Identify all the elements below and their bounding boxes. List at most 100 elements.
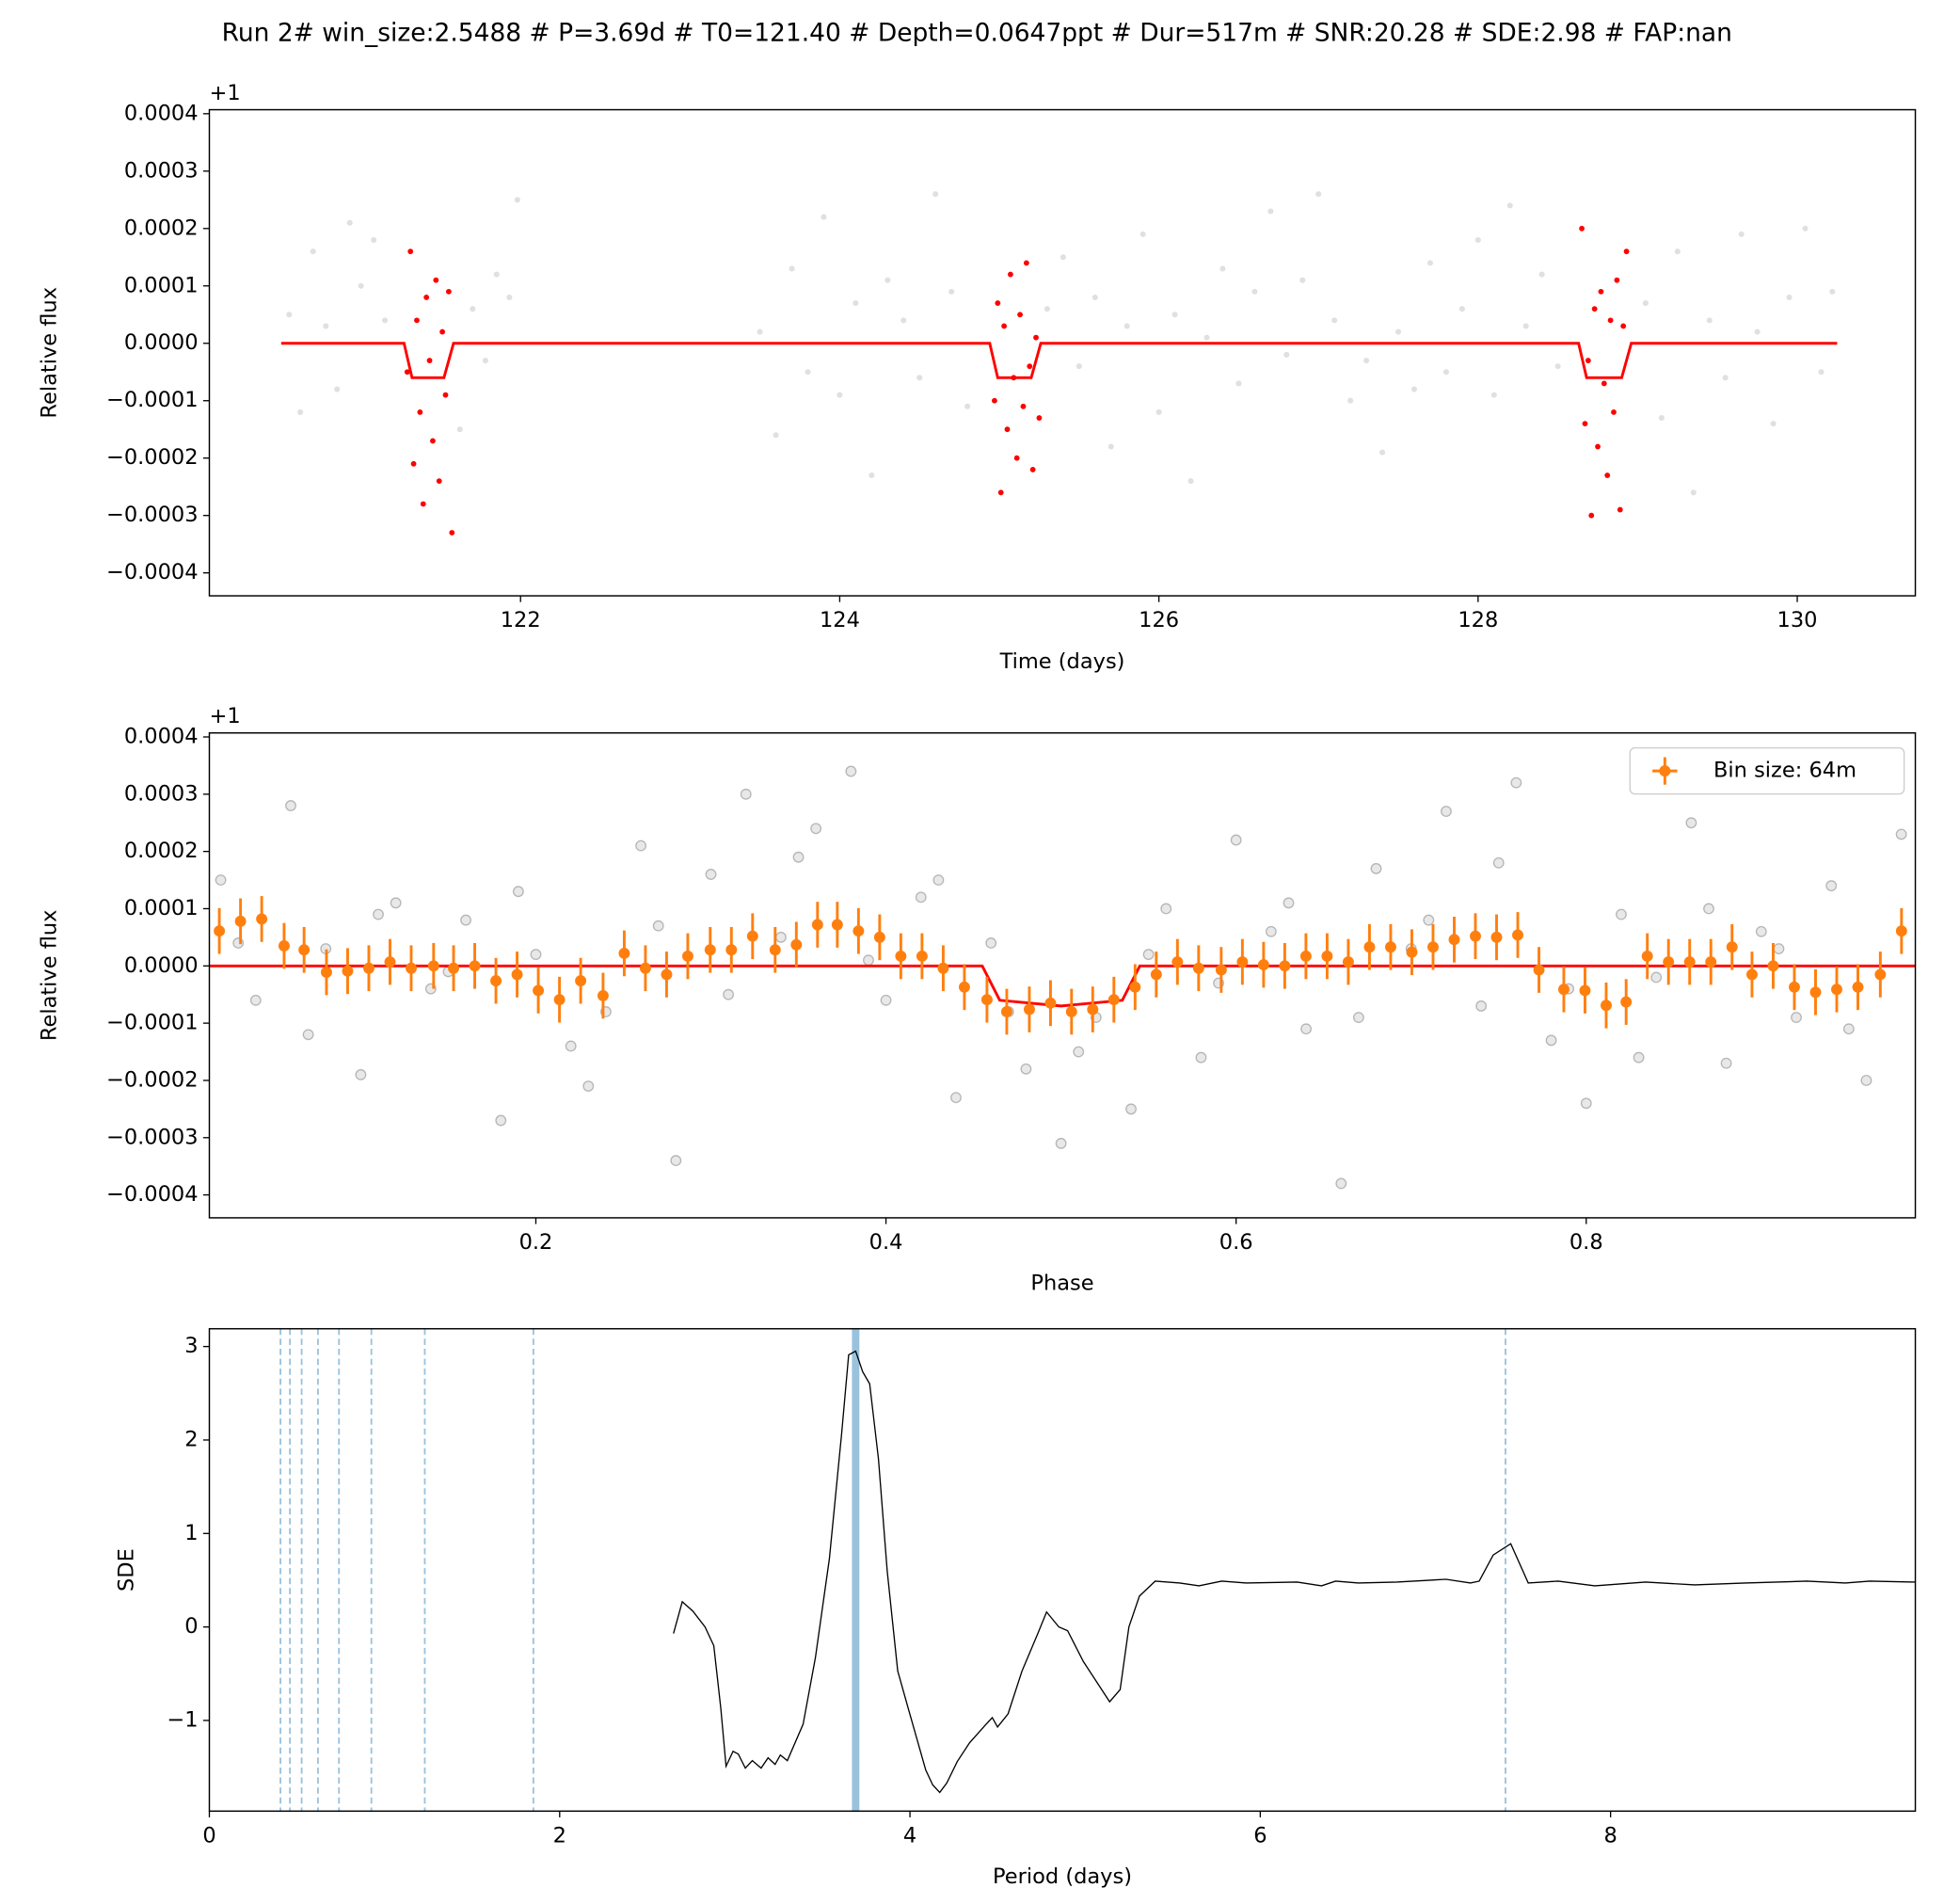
data-point: [565, 1040, 577, 1052]
data-point: [1125, 1103, 1137, 1115]
data-point: [1055, 1137, 1067, 1149]
y-tick-label: 0.0000: [124, 953, 199, 978]
data-point: [1474, 236, 1481, 244]
binned-point: [1601, 1000, 1612, 1012]
data-point: [1195, 1051, 1207, 1064]
model-line: [280, 342, 1838, 379]
legend: Bin size: 64m: [1629, 746, 1905, 795]
data-point: [915, 891, 927, 904]
data-point: [1607, 317, 1614, 324]
binned-point: [639, 962, 651, 974]
binned-point: [1023, 1003, 1035, 1016]
data-point: [470, 306, 476, 312]
data-point: [1754, 328, 1761, 335]
binned-point: [746, 930, 758, 942]
data-point: [420, 501, 426, 507]
data-point: [1490, 392, 1497, 398]
data-point: [1510, 776, 1522, 789]
legend-box: [1629, 746, 1905, 795]
data-point: [346, 219, 353, 226]
data-point: [863, 954, 874, 967]
binned-point: [1427, 941, 1439, 953]
data-point: [670, 1155, 682, 1167]
data-point: [1791, 1012, 1802, 1023]
binned-point: [1279, 960, 1291, 972]
data-point: [1611, 409, 1617, 415]
y-tick-label: −0.0001: [106, 1011, 199, 1035]
binned-point: [1831, 984, 1842, 996]
data-point: [1588, 512, 1595, 519]
data-point: [1283, 351, 1290, 358]
binned-point: [916, 950, 928, 962]
data-point: [1029, 466, 1036, 472]
y-tick-label: −1: [167, 1707, 198, 1732]
data-point: [390, 897, 402, 909]
data-point: [1829, 288, 1836, 295]
y-tick-label: −0.0002: [106, 445, 199, 470]
x-tick-label: 130: [1777, 608, 1818, 632]
data-point: [302, 1029, 314, 1041]
y-tick-label: 0.0002: [124, 216, 199, 240]
data-point: [1720, 1057, 1732, 1069]
data-point: [985, 937, 997, 949]
binned-point: [1150, 968, 1162, 981]
y-tick-label: −0.0004: [106, 560, 199, 584]
data-point: [1545, 1034, 1557, 1047]
data-point: [1685, 817, 1697, 829]
data-point: [460, 914, 472, 926]
binned-point: [597, 989, 609, 1001]
data-point: [1722, 375, 1729, 381]
binned-point: [1745, 968, 1758, 981]
data-point: [1352, 1012, 1364, 1023]
binned-point: [490, 975, 502, 987]
y-tick-label: −0.0001: [106, 388, 199, 412]
x-tick-label: 0.6: [1219, 1230, 1253, 1255]
data-point: [1554, 363, 1561, 370]
binned-point: [1215, 964, 1227, 976]
binned-point: [1789, 981, 1800, 993]
data-point: [1738, 231, 1745, 237]
binned-point: [1579, 984, 1591, 997]
x-tick-label: 128: [1458, 608, 1498, 632]
data-point: [1187, 478, 1194, 485]
data-point: [1007, 271, 1013, 278]
data-point: [900, 317, 907, 324]
binned-point: [682, 950, 693, 962]
data-point: [916, 375, 923, 381]
model-line: [673, 1350, 1916, 1794]
data-point: [1773, 943, 1785, 955]
data-point: [1331, 317, 1338, 324]
legend-label: Bin size: 64m: [1713, 759, 1856, 783]
y-tick-label: 3: [184, 1334, 198, 1358]
offset-label: +1: [209, 704, 240, 728]
data-point: [821, 214, 827, 220]
data-point: [373, 908, 384, 920]
data-point: [506, 294, 513, 301]
data-point: [1347, 397, 1354, 404]
x-axis-label: Time (days): [999, 649, 1125, 674]
plot-area: [209, 765, 1916, 1190]
data-point: [1107, 443, 1114, 450]
data-point: [1267, 208, 1274, 215]
binned-point: [1129, 981, 1141, 993]
data-point: [1265, 925, 1277, 937]
binned-point: [1171, 956, 1184, 968]
data-point: [1219, 265, 1226, 272]
data-point: [382, 317, 389, 324]
data-point: [1142, 949, 1155, 961]
x-tick-label: 0.2: [519, 1230, 553, 1255]
data-point: [948, 288, 955, 295]
data-point: [530, 949, 542, 961]
data-point: [1300, 1023, 1313, 1035]
data-point: [792, 851, 805, 863]
axes-frame: [208, 1328, 1917, 1813]
y-tick-label: −0.0004: [106, 1182, 199, 1207]
data-point: [1580, 1097, 1592, 1110]
binned-point: [1087, 1003, 1099, 1016]
y-tick-label: 0: [184, 1614, 198, 1639]
binned-point: [1065, 1005, 1077, 1017]
data-point: [414, 317, 420, 324]
y-tick-label: −0.0003: [106, 1125, 199, 1149]
data-point: [1023, 260, 1029, 266]
